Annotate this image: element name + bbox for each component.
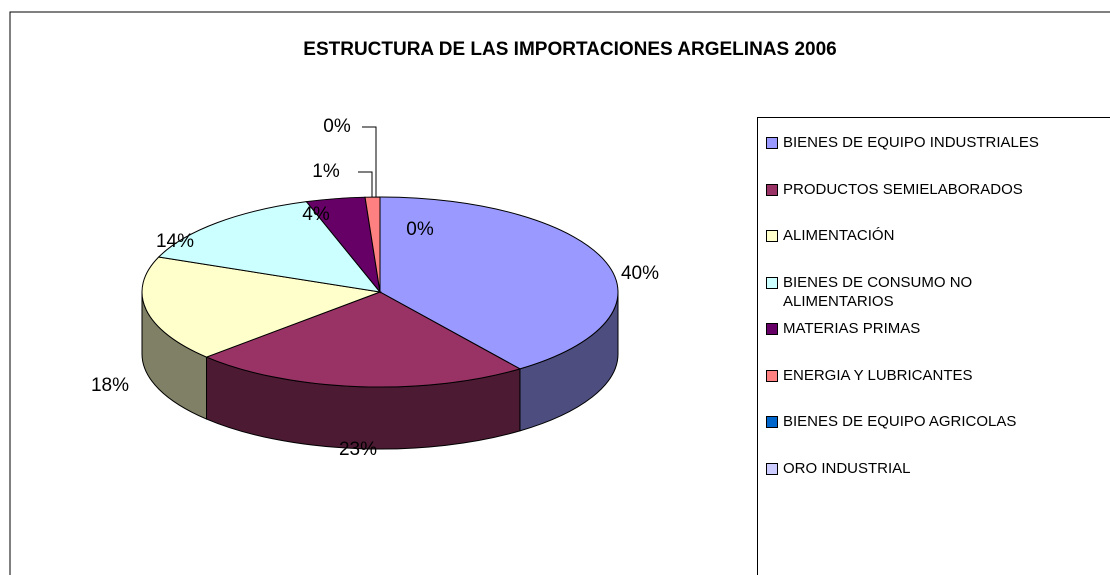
legend-item: MATERIAS PRIMAS [766,319,1033,338]
data-label: 18% [91,375,129,396]
legend-label: ALIMENTACIÓN [783,227,895,244]
legend-label: MATERIAS PRIMAS [783,320,921,337]
legend-label: ENERGIA Y LUBRICANTES [783,366,973,384]
pie-slice [205,291,522,388]
data-label: 0% [323,116,351,137]
legend-swatch [766,462,778,475]
legend-swatch [766,230,778,242]
legend-swatch [766,276,778,289]
legend-swatch [766,137,778,149]
legend-item: ENERGIA Y LUBRICANTES [766,366,1033,385]
legend-item: BIENES DE EQUIPO AGRICOLAS [766,412,1033,431]
data-label: 0% [406,219,434,240]
legend-label: PRODUCTOS SEMIELABORADOS [783,180,1023,198]
legend-label: BIENES DE CONSUMO NO ALIMENTARIOS [783,273,973,310]
legend-item: PRODUCTOS SEMIELABORADOS [766,180,1033,199]
legend-label: BIENES DE EQUIPO INDUSTRIALES [783,134,1039,151]
legend-item: ORO INDUSTRIAL [766,459,1033,478]
data-label: 14% [156,231,194,252]
data-label: 4% [302,204,330,225]
legend-item: BIENES DE CONSUMO NO ALIMENTARIOS [766,273,1033,311]
legend: BIENES DE EQUIPO INDUSTRIALES PRODUCTOS S… [757,117,1110,575]
legend-swatch [766,369,778,382]
chart-title: ESTRUCTURA DE LAS IMPORTACIONES ARGELINA… [303,39,836,60]
pie-slice [379,196,619,370]
legend-label: BIENES DE EQUIPO AGRICOLAS [783,413,1017,430]
legend-label: ORO INDUSTRIAL [783,459,911,477]
legend-swatch [766,416,778,428]
legend-swatch [766,183,778,196]
data-label: 1% [312,161,340,182]
data-label: 40% [621,263,659,284]
legend-swatch [766,323,778,335]
pie-slice [141,256,382,358]
legend-item: BIENES DE EQUIPO INDUSTRIALES [766,133,1039,152]
legend-item: ALIMENTACIÓN [766,226,1033,245]
data-label: 23% [339,439,377,460]
